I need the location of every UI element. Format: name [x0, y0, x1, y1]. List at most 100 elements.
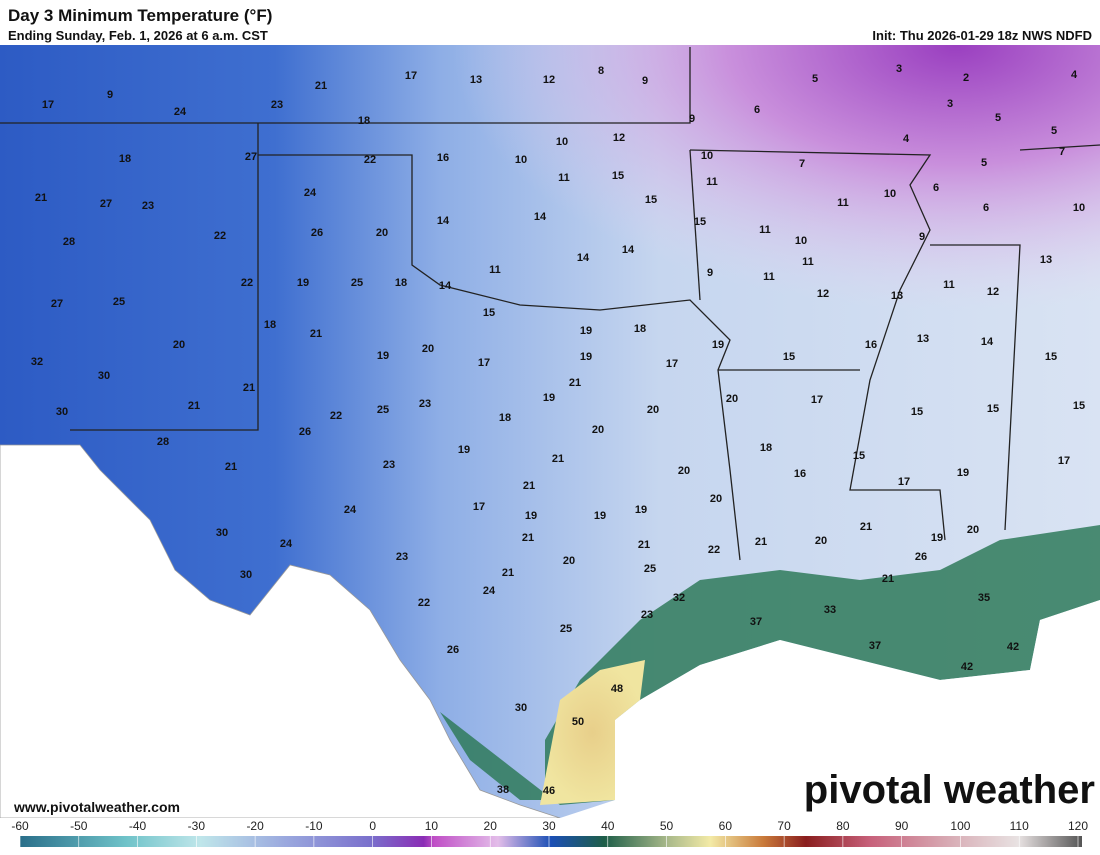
temp-label: 22 — [330, 410, 342, 422]
temp-label: 6 — [754, 104, 760, 116]
temp-label: 7 — [799, 158, 805, 170]
temp-label: 15 — [612, 170, 624, 182]
temp-label: 26 — [299, 426, 311, 438]
temp-label: 33 — [824, 604, 836, 616]
temp-label: 15 — [694, 216, 706, 228]
colorbar-label: 90 — [895, 819, 909, 833]
temp-label: 19 — [458, 444, 470, 456]
temp-label: 30 — [56, 406, 68, 418]
temp-label: 11 — [943, 279, 955, 291]
temp-label: 9 — [919, 231, 925, 243]
temp-label: 12 — [817, 288, 829, 300]
temp-label: 14 — [534, 211, 547, 223]
temp-label: 24 — [304, 187, 317, 199]
temp-label: 18 — [395, 277, 407, 289]
temp-label: 25 — [351, 277, 363, 289]
temp-label: 22 — [418, 597, 430, 609]
temp-label: 21 — [243, 382, 255, 394]
temp-label: 24 — [344, 504, 357, 516]
temp-label: 9 — [689, 113, 695, 125]
colorbar-label: 60 — [719, 819, 733, 833]
temp-label: 3 — [896, 63, 902, 75]
temp-label: 16 — [437, 152, 449, 164]
temp-label: 27 — [51, 298, 63, 310]
temp-label: 10 — [515, 154, 527, 166]
temp-label: 6 — [983, 202, 989, 214]
temp-label: 22 — [241, 277, 253, 289]
temp-label: 21 — [882, 573, 894, 585]
temp-label: 26 — [311, 227, 323, 239]
temp-label: 13 — [1040, 254, 1052, 266]
temp-label: 30 — [240, 569, 252, 581]
temp-label: 48 — [611, 683, 623, 695]
temp-label: 21 — [310, 328, 322, 340]
temp-label: 19 — [543, 392, 555, 404]
colorbar-label: -10 — [305, 819, 323, 833]
temp-label: 11 — [759, 224, 771, 236]
temp-label: 13 — [470, 74, 482, 86]
colorbar — [20, 836, 1082, 847]
temp-label: 18 — [358, 115, 370, 127]
colorbar-label: -20 — [246, 819, 264, 833]
temp-label: 16 — [794, 468, 806, 480]
temp-label: 10 — [884, 188, 896, 200]
temp-label: 19 — [580, 325, 592, 337]
temp-label: 11 — [558, 172, 570, 184]
temp-label: 42 — [961, 661, 973, 673]
temp-label: 15 — [987, 403, 999, 415]
temp-label: 12 — [613, 132, 625, 144]
colorbar-label: 40 — [601, 819, 615, 833]
colorbar-label: 110 — [1010, 819, 1029, 833]
temp-label: 21 — [315, 80, 327, 92]
gulf — [560, 600, 1100, 818]
temp-label: 21 — [860, 521, 872, 533]
temp-label: 17 — [473, 501, 485, 513]
colorbar-label: 0 — [369, 819, 376, 833]
temp-label: 17 — [42, 99, 54, 111]
subtitle: Ending Sunday, Feb. 1, 2026 at 6 a.m. CS… — [8, 28, 268, 43]
temp-label: 37 — [750, 616, 762, 628]
colorbar-label: -40 — [129, 819, 147, 833]
temp-label: 20 — [815, 535, 827, 547]
temp-label: 42 — [1007, 641, 1019, 653]
temp-label: 32 — [673, 592, 685, 604]
temp-label: 20 — [967, 524, 979, 536]
init-time: Init: Thu 2026-01-29 18z NWS NDFD — [872, 28, 1092, 43]
temp-label: 23 — [142, 200, 154, 212]
colorbar-label: 120 — [1068, 819, 1088, 833]
temp-label: 16 — [865, 339, 877, 351]
temp-label: 7 — [1059, 146, 1065, 158]
temp-label: 21 — [502, 567, 514, 579]
temp-label: 6 — [933, 182, 939, 194]
temp-label: 15 — [1073, 400, 1085, 412]
colorbar-label: 30 — [542, 819, 556, 833]
temp-label: 3 — [947, 98, 953, 110]
temp-label: 19 — [712, 339, 724, 351]
temp-label: 2 — [963, 72, 969, 84]
temp-label: 17 — [898, 476, 910, 488]
temp-label: 50 — [572, 716, 584, 728]
temp-label: 17 — [405, 70, 417, 82]
temp-label: 23 — [271, 99, 283, 111]
temp-label: 14 — [437, 215, 450, 227]
temp-label: 5 — [1051, 125, 1057, 137]
temp-label: 20 — [678, 465, 690, 477]
temp-label: 21 — [35, 192, 47, 204]
temp-label: 35 — [978, 592, 990, 604]
temp-label: 18 — [634, 323, 646, 335]
temp-label: 19 — [931, 532, 943, 544]
temp-label: 10 — [556, 136, 568, 148]
temp-label: 15 — [645, 194, 657, 206]
temp-label: 9 — [107, 89, 113, 101]
temp-label: 19 — [580, 351, 592, 363]
temp-label: 17 — [478, 357, 490, 369]
colorbar-label: 10 — [425, 819, 439, 833]
temp-label: 17 — [811, 394, 823, 406]
temp-label: 19 — [377, 350, 389, 362]
temp-label: 27 — [100, 198, 112, 210]
temp-label: 17 — [666, 358, 678, 370]
temp-label: 22 — [708, 544, 720, 556]
temp-label: 10 — [1073, 202, 1085, 214]
warm-area — [540, 660, 645, 805]
